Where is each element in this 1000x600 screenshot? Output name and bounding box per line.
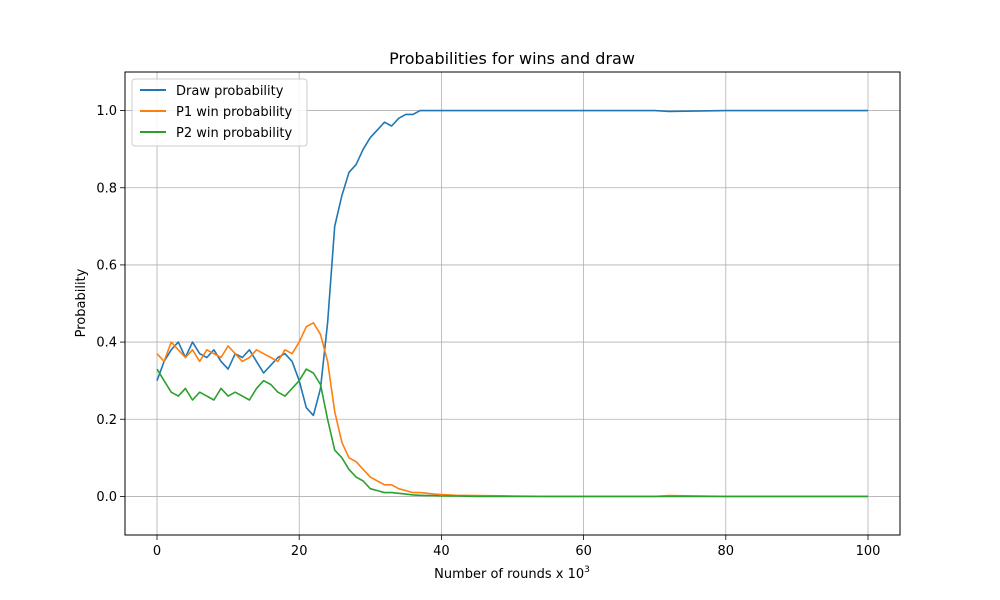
x-tick-label: 100 [856, 544, 881, 559]
chart-title: Probabilities for wins and draw [389, 49, 635, 68]
x-axis-label-exponent: 3 [584, 565, 590, 575]
legend-box [131, 78, 308, 147]
series-layer [156, 109, 868, 498]
legend-label-p1: P1 win probability [176, 105, 293, 120]
x-tick-label: 80 [718, 544, 735, 559]
y-tick-label: 0.6 [96, 258, 117, 273]
x-tick-label: 20 [291, 544, 308, 559]
legend: Draw probability P1 win probability P2 w… [131, 78, 308, 147]
x-axis-label-text: Number of rounds x 10 [434, 567, 584, 582]
plot-frame [124, 71, 901, 536]
x-axis-label: Number of rounds x 103 [434, 565, 590, 582]
y-tick-label: 0.4 [96, 336, 117, 351]
legend-label-p2: P2 win probability [176, 126, 293, 141]
series-line-draw [156, 109, 868, 417]
y-axis-label: Probability [74, 268, 89, 337]
legend-label-draw: Draw probability [176, 84, 284, 99]
x-tick-label: 60 [575, 544, 592, 559]
y-tick-label: 0.8 [96, 181, 117, 196]
x-tick-label: 0 [153, 544, 161, 559]
ticks: 0 20 40 60 80 100 0.0 0.2 0.4 0.6 0.8 1.0 [96, 104, 880, 559]
x-tick-label: 40 [433, 544, 450, 559]
y-tick-label: 0.2 [96, 413, 117, 428]
series-line-p2 [156, 368, 868, 498]
y-tick-label: 1.0 [96, 104, 117, 119]
y-tick-label: 0.0 [96, 490, 117, 505]
